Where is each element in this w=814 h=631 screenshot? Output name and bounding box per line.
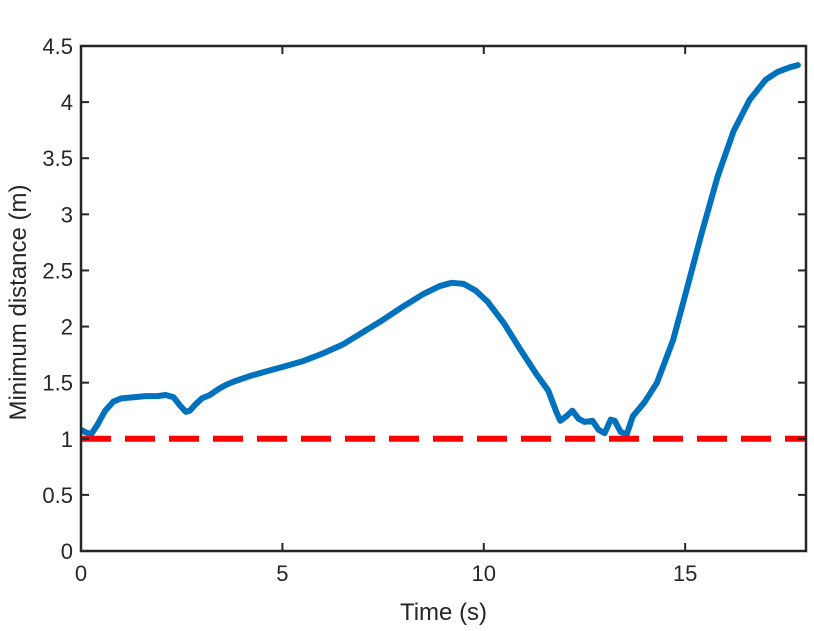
axes-box [79, 44, 808, 553]
x-tick-label: 0 [75, 561, 87, 586]
y-tick-label: 1 [61, 427, 73, 452]
y-tick-label: 4 [61, 90, 73, 115]
x-axis-label: Time (s) [400, 599, 487, 626]
distance-line [81, 62, 801, 438]
x-tick-label: 10 [472, 561, 496, 586]
x-tick-label: 15 [673, 561, 697, 586]
y-tick-label: 2.5 [42, 258, 73, 283]
y-tick-label: 2 [61, 315, 73, 340]
y-tick-label: 3.5 [42, 146, 73, 171]
y-tick-label: 0 [61, 539, 73, 564]
y-tick-label: 0.5 [42, 483, 73, 508]
y-axis: 0 0.5 1 1.5 2 2.5 3 3.5 4 4.5 [42, 34, 806, 564]
y-tick-label: 4.5 [42, 34, 73, 59]
y-tick-label: 3 [61, 202, 73, 227]
y-axis-label: Minimum distance (m) [5, 184, 32, 420]
plot-area [81, 62, 806, 442]
x-tick-label: 5 [276, 561, 288, 586]
y-tick-label: 1.5 [42, 371, 73, 396]
x-axis: 0 5 10 15 [75, 46, 697, 586]
